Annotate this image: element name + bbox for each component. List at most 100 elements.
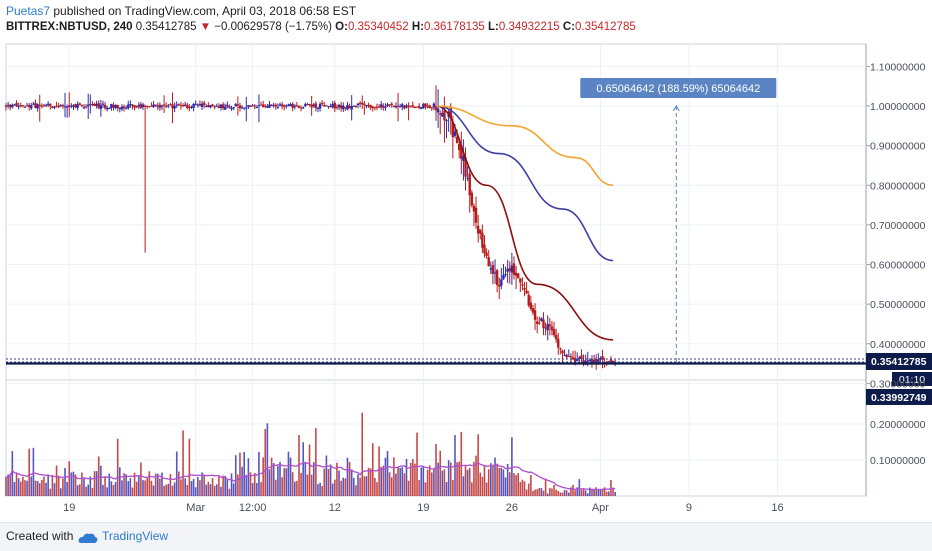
volume-bar — [447, 460, 450, 496]
candle-body — [457, 144, 461, 151]
candle-body — [30, 105, 33, 109]
volume-bar — [133, 472, 136, 496]
candle-body — [278, 104, 282, 106]
volume-bar — [38, 483, 41, 496]
volume-bar — [506, 463, 509, 496]
candle-body — [405, 105, 408, 108]
volume-bar — [319, 482, 321, 496]
volume-bar — [483, 465, 486, 496]
last-price-tag-label: 0.35412785 — [871, 356, 927, 368]
candle-body — [476, 225, 480, 234]
candle-body — [514, 272, 518, 276]
high-label: H: — [411, 21, 425, 33]
x-tick-label: 26 — [506, 502, 518, 514]
volume-bar — [13, 482, 16, 496]
volume-bar — [89, 476, 92, 496]
volume-bar — [144, 480, 146, 496]
candle-body — [25, 105, 29, 107]
candle-body — [72, 105, 75, 107]
volume-bar — [51, 474, 54, 496]
candle-body — [329, 106, 332, 108]
volume-bar — [266, 423, 269, 496]
volume-bar — [355, 485, 357, 496]
price-chart[interactable]: 0.65064642 (188.59%) 65064642 0.35412785 0… — [0, 0, 932, 522]
volume-bar — [302, 442, 305, 496]
candle-body — [316, 107, 320, 109]
volume-bar — [500, 467, 503, 496]
candle-body — [594, 358, 598, 364]
open-value: 0.35340452 — [347, 21, 409, 33]
volume-bar — [184, 478, 186, 496]
candle-body — [228, 106, 231, 108]
volume-bar — [60, 488, 62, 496]
volume-bar — [19, 481, 22, 496]
volume-bar — [159, 478, 161, 496]
volume-bar — [371, 443, 374, 496]
candle-body — [495, 270, 499, 286]
volume-bar — [586, 493, 589, 496]
candle-body — [53, 106, 56, 108]
candle-body — [152, 104, 155, 107]
candles — [4, 85, 617, 370]
volume-bar — [161, 472, 163, 496]
candle-body — [143, 105, 147, 107]
candle-body — [19, 105, 22, 107]
candle-body — [247, 105, 250, 107]
candle-body — [432, 103, 436, 108]
volume-bar — [251, 483, 254, 496]
candle-body — [540, 318, 543, 321]
volume-bar — [296, 480, 298, 496]
volume-bar — [445, 481, 448, 496]
volume-bar — [197, 476, 199, 496]
candle-body — [289, 103, 292, 107]
candle-body — [346, 104, 349, 110]
candle-body — [194, 103, 197, 105]
volume-bar — [315, 428, 317, 496]
volume-bar — [424, 482, 427, 496]
volume-bar — [312, 462, 315, 496]
candle-body — [333, 102, 337, 109]
candle-body — [162, 104, 166, 106]
candle-body — [567, 355, 570, 357]
x-tick-label: 9 — [686, 502, 692, 514]
candle-body — [441, 112, 444, 117]
volume-bar — [393, 457, 395, 496]
volume-bar — [416, 432, 418, 496]
candle-body — [196, 104, 200, 106]
candle-body — [270, 104, 273, 106]
volume-bar — [78, 484, 81, 496]
candle-body — [500, 279, 503, 286]
candle-body — [466, 177, 469, 179]
tradingview-link[interactable]: TradingView — [102, 529, 169, 543]
candle-body — [112, 105, 115, 108]
candle-body — [375, 106, 379, 108]
candle-body — [181, 104, 185, 106]
x-tick-label: 12 — [329, 502, 341, 514]
candle-body — [232, 107, 235, 109]
volume-bar — [205, 484, 208, 496]
volume-bar — [211, 478, 214, 496]
volume-bar — [471, 482, 473, 496]
volume-bar — [76, 485, 79, 496]
candle-body — [403, 105, 406, 109]
author-link[interactable]: Puetas7 — [6, 4, 51, 18]
measure-label: 0.65064642 (188.59%) 65064642 — [596, 83, 760, 95]
volume-bar — [477, 434, 479, 496]
volume-bar — [215, 484, 218, 496]
candle-body — [371, 106, 374, 108]
volume-bar — [293, 481, 296, 496]
candle-body — [6, 105, 10, 107]
candle-body — [523, 287, 526, 290]
price-change: −0.00629578 (−1.75%) — [214, 21, 332, 33]
volume-bar — [150, 480, 153, 496]
volume-bar — [576, 487, 579, 496]
candle-body — [139, 104, 143, 108]
volume-bar — [485, 482, 488, 496]
axes: 19 Mar 12:00 12 19 26 Apr 9 16 1.10000000 1.000000… — [63, 61, 926, 514]
volume-bar — [230, 473, 233, 496]
volume-bar — [9, 473, 12, 496]
volume-bar — [199, 480, 201, 496]
candle-body — [179, 105, 183, 107]
candle-body — [95, 103, 98, 106]
candle-body — [234, 104, 237, 107]
